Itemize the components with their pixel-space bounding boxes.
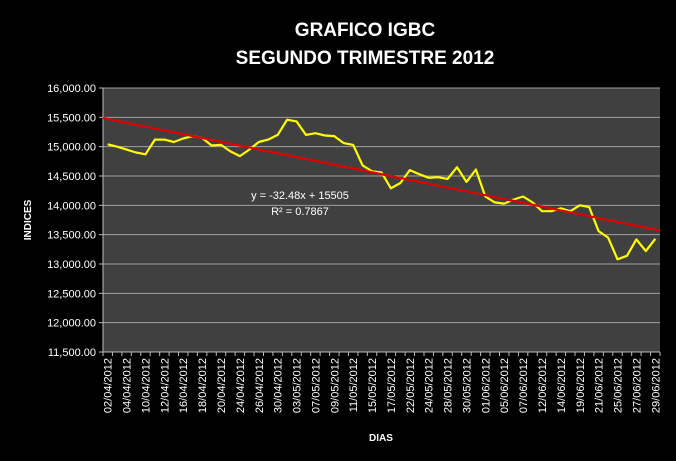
y-axis-title: INDICES (23, 199, 34, 240)
trendline-r-squared: R² = 0.7867 (271, 206, 329, 218)
x-tick-label: 03/05/2012 (292, 358, 304, 413)
x-tick-label: 11/05/2012 (348, 358, 360, 412)
y-tick-label: 13,500.00 (47, 230, 96, 242)
y-tick-label: 15,000.00 (47, 142, 96, 154)
x-tick-label: 07/06/2012 (518, 358, 530, 413)
x-tick-label: 30/05/2012 (461, 358, 473, 413)
x-tick-label: 28/05/2012 (443, 358, 455, 413)
y-tick-label: 11,500.00 (48, 347, 96, 359)
x-tick-label: 09/05/2012 (329, 358, 341, 413)
x-tick-label: 29/06/2012 (650, 358, 662, 413)
x-tick-label: 22/05/2012 (405, 358, 417, 413)
x-tick-label: 15/05/2012 (367, 358, 379, 413)
gridlines (103, 87, 660, 324)
y-tick-label: 15,500.00 (47, 112, 96, 124)
x-tick-label: 02/04/2012 (103, 358, 115, 413)
x-tick-label: 19/06/2012 (575, 358, 587, 413)
x-tick-label: 14/06/2012 (556, 358, 568, 413)
x-tick-label: 07/05/2012 (310, 358, 322, 413)
x-axis-title: DIAS (369, 433, 393, 444)
x-tick-label: 17/05/2012 (386, 358, 398, 413)
x-tick-label: 26/04/2012 (254, 358, 266, 413)
x-tick-label: 16/04/2012 (178, 358, 190, 413)
y-tick-label: 13,000.00 (47, 259, 96, 271)
y-tick-label: 12,000.00 (47, 318, 96, 330)
y-axis-ticks: 11,500.00 12,000.00 12,500.00 13,000.00 13,5… (47, 83, 103, 359)
x-tick-label: 01/06/2012 (480, 358, 492, 413)
x-tick-label: 10/04/2012 (140, 358, 152, 413)
y-tick-label: 14,500.00 (47, 171, 96, 183)
x-tick-label: 21/06/2012 (594, 358, 606, 413)
x-tick-label: 20/04/2012 (216, 358, 228, 413)
x-tick-label: 30/04/2012 (273, 358, 285, 413)
x-tick-label: 25/06/2012 (613, 358, 625, 413)
linear-trendline (102, 116, 661, 232)
y-tick-label: 14,000.00 (47, 200, 96, 212)
x-tick-label: 04/04/2012 (122, 358, 134, 413)
x-axis-ticks: 02/04/2012 04/04/2012 10/04/2012 12/04/2012… (102, 352, 662, 413)
chart-title-line-2: SEGUNDO TRIMESTRE 2012 (236, 48, 495, 69)
plot-area (103, 88, 660, 352)
x-tick-label: 18/04/2012 (197, 358, 209, 413)
x-tick-label: 05/06/2012 (499, 358, 511, 413)
y-tick-label: 12,500.00 (47, 288, 96, 300)
x-tick-label: 27/06/2012 (631, 358, 643, 413)
x-tick-label: 24/04/2012 (235, 358, 247, 413)
y-tick-label: 16,000.00 (47, 83, 96, 95)
trendline-equation: y = -32.48x + 15505 (251, 190, 349, 202)
chart-title-line-1: GRAFICO IGBC (295, 20, 436, 41)
x-tick-label: 12/04/2012 (159, 358, 171, 413)
x-tick-label: 12/06/2012 (537, 358, 549, 413)
x-tick-label: 24/05/2012 (424, 358, 436, 413)
